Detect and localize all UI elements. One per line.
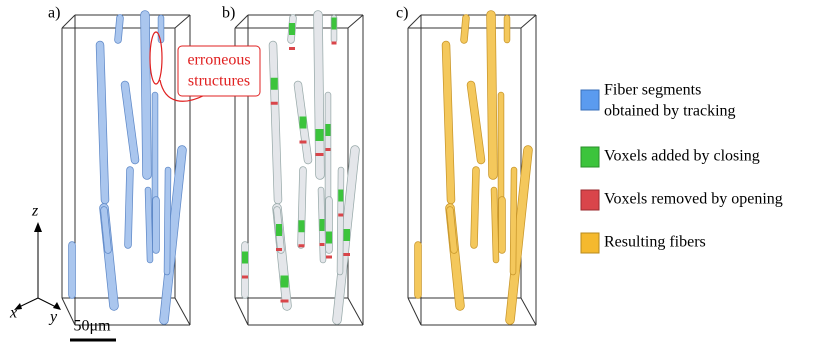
legend-swatch xyxy=(581,190,599,210)
legend: Fiber segments obtained by tracking Voxe… xyxy=(581,82,783,253)
box-edge xyxy=(235,15,248,28)
voxel-added xyxy=(271,78,278,90)
voxel-added xyxy=(289,23,295,35)
box-edge xyxy=(175,15,190,28)
voxel-removed xyxy=(300,141,307,144)
voxel-removed xyxy=(338,214,343,217)
fiber xyxy=(513,170,514,272)
voxel-added xyxy=(276,224,282,236)
fiber xyxy=(450,210,454,250)
fiber xyxy=(148,190,150,260)
fiber xyxy=(100,45,105,200)
fiber xyxy=(118,18,120,40)
fiber xyxy=(318,15,320,175)
fiber xyxy=(471,85,481,160)
arrowhead xyxy=(34,222,42,232)
legend-swatch xyxy=(581,233,599,253)
legend-text: Voxels added by closing xyxy=(604,148,760,165)
voxel-added xyxy=(300,117,307,129)
annotation: erroneous structures xyxy=(150,32,260,101)
box-edge xyxy=(521,298,536,325)
panel-label: b) xyxy=(222,5,235,22)
voxel-added xyxy=(299,220,305,232)
fiber xyxy=(125,85,135,160)
voxel-added xyxy=(242,252,248,264)
box-edge xyxy=(175,298,190,325)
voxel-removed xyxy=(332,42,337,45)
fiber xyxy=(446,45,451,200)
voxel-removed xyxy=(289,47,295,50)
box-edge xyxy=(235,298,248,325)
voxel-removed xyxy=(326,148,331,151)
legend-swatch xyxy=(581,90,599,110)
box-edge xyxy=(408,298,421,325)
voxel-removed xyxy=(281,300,289,303)
legend-text: obtained by tracking xyxy=(604,103,736,120)
fiber xyxy=(464,18,466,40)
voxel-added xyxy=(332,18,337,30)
fiber xyxy=(167,170,168,272)
fiber xyxy=(145,15,147,175)
fiber xyxy=(474,170,476,245)
voxel-added xyxy=(320,219,325,231)
voxel-removed xyxy=(271,102,278,105)
axis-label: y xyxy=(48,309,58,326)
legend-text: Voxels removed by opening xyxy=(604,191,783,208)
voxel-removed xyxy=(299,244,305,247)
voxel-added xyxy=(316,129,324,141)
voxel-added xyxy=(281,276,289,288)
fiber xyxy=(128,170,130,245)
annotation-ellipse xyxy=(150,32,162,84)
box-edge xyxy=(62,15,75,28)
box-edge xyxy=(521,15,536,28)
voxel-added xyxy=(338,190,343,202)
axis-triad xyxy=(14,222,61,310)
voxel-added xyxy=(326,232,332,244)
fiber xyxy=(494,190,496,260)
figure: a) b) c) erroneous structures Fiber segm… xyxy=(0,0,820,344)
voxel-removed xyxy=(326,256,332,259)
voxel-removed xyxy=(320,243,325,246)
panel-label: c) xyxy=(396,5,408,22)
fiber xyxy=(340,170,341,272)
legend-text: Fiber segments xyxy=(604,82,701,99)
box-edge xyxy=(348,298,363,325)
legend-text: Resulting fibers xyxy=(604,234,706,251)
fibers xyxy=(72,15,528,320)
annotation-text: structures xyxy=(188,73,250,90)
axis-label: x xyxy=(9,305,17,322)
fiber xyxy=(301,170,303,245)
voxel-removed xyxy=(242,276,248,279)
axis-label: z xyxy=(31,203,39,220)
voxel-removed xyxy=(276,248,282,251)
panel-label: a) xyxy=(48,5,60,22)
voxel-added xyxy=(326,124,331,136)
annotation-text: erroneous xyxy=(187,52,250,69)
fiber xyxy=(491,15,493,175)
fiber xyxy=(273,45,278,200)
box-edge xyxy=(408,15,421,28)
legend-swatch xyxy=(581,147,599,167)
voxel-removed xyxy=(316,153,324,156)
fiber xyxy=(104,210,108,250)
box-edge xyxy=(348,15,363,28)
scale-bar-label: 50μm xyxy=(73,318,111,335)
